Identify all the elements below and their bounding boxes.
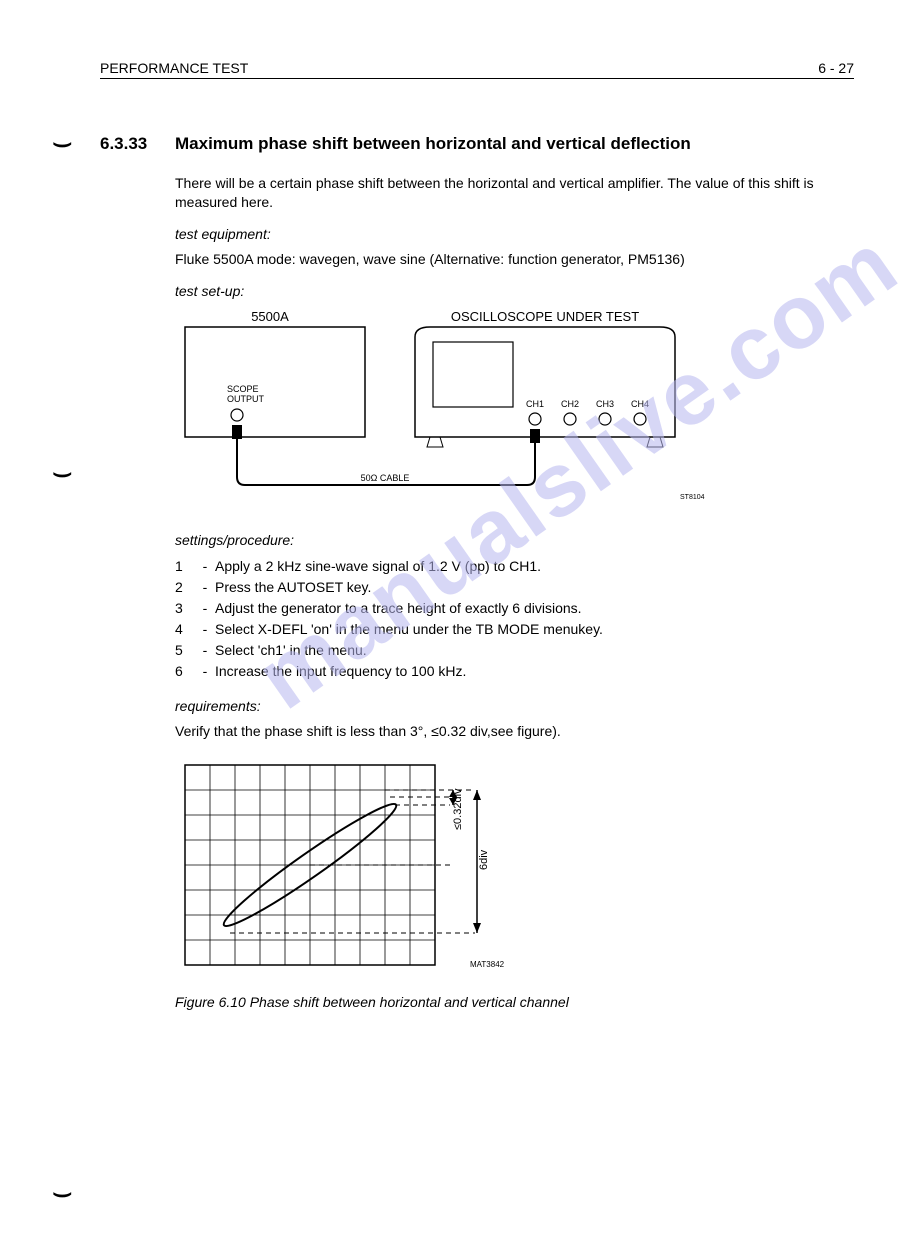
section-number: 6.3.33 [100, 134, 175, 154]
binding-mark-bottom: ⌣ [52, 1180, 72, 1206]
header-right: 6 - 27 [818, 60, 854, 76]
scope-screen [433, 342, 513, 407]
list-item: 3-Adjust the generator to a trace height… [175, 598, 854, 619]
header-left: PERFORMANCE TEST [100, 60, 248, 76]
figure-ref: MAT3842 [470, 960, 505, 969]
scope-output-l2: OUTPUT [227, 394, 265, 404]
page-header: PERFORMANCE TEST 6 - 27 [100, 60, 854, 79]
setup-diagram: 5500A OSCILLOSCOPE UNDER TEST SCOPE OUTP… [175, 307, 854, 512]
box-scope [415, 327, 675, 437]
dim-small-label: ≤0.32div [452, 788, 464, 830]
right-box-label: OSCILLOSCOPE UNDER TEST [451, 309, 639, 324]
list-item: 1-Apply a 2 kHz sine-wave signal of 1.2 … [175, 556, 854, 577]
test-equipment-heading: test equipment: [175, 226, 854, 242]
bnc-right [530, 429, 540, 443]
dim-big-label: 6div [478, 849, 490, 870]
scope-output-connector [231, 409, 243, 421]
left-box-label: 5500A [251, 309, 289, 324]
ch2-label: CH2 [561, 399, 579, 409]
list-item: 2-Press the AUTOSET key. [175, 577, 854, 598]
scope-foot-right [647, 437, 663, 447]
intro-paragraph: There will be a certain phase shift betw… [175, 174, 854, 212]
dim-big-arrow-down [473, 923, 481, 933]
dim-big-arrow-up [473, 790, 481, 800]
requirements-text: Verify that the phase shift is less than… [175, 722, 854, 741]
section-heading: 6.3.33 Maximum phase shift between horiz… [100, 134, 854, 154]
ch1-label: CH1 [526, 399, 544, 409]
ch1-connector [529, 413, 541, 425]
ch3-connector [599, 413, 611, 425]
requirements-heading: requirements: [175, 698, 854, 714]
binding-mark-mid: ⌣ [52, 460, 72, 486]
ch3-label: CH3 [596, 399, 614, 409]
ch4-connector [634, 413, 646, 425]
phase-figure: ≤0.32div 6div MAT3842 [175, 755, 854, 980]
test-setup-heading: test set-up: [175, 283, 854, 299]
procedure-list: 1-Apply a 2 kHz sine-wave signal of 1.2 … [175, 556, 854, 682]
figure-caption: Figure 6.10 Phase shift between horizont… [175, 994, 854, 1010]
ch2-connector [564, 413, 576, 425]
page: ⌣ ⌣ ⌣ manualslive.com PERFORMANCE TEST 6… [0, 0, 924, 1243]
cable-label: 50Ω CABLE [361, 473, 410, 483]
list-item: 4-Select X-DEFL 'on' in the menu under t… [175, 619, 854, 640]
ch4-label: CH4 [631, 399, 649, 409]
binding-mark-top: ⌣ [52, 130, 72, 156]
box-5500a [185, 327, 365, 437]
diagram-ref: ST8104 [680, 494, 705, 501]
list-item: 5-Select 'ch1' in the menu. [175, 640, 854, 661]
settings-procedure-heading: settings/procedure: [175, 532, 854, 548]
test-equipment-text: Fluke 5500A mode: wavegen, wave sine (Al… [175, 250, 854, 269]
section-title: Maximum phase shift between horizontal a… [175, 134, 691, 154]
scope-output-l1: SCOPE [227, 384, 259, 394]
scope-foot-left [427, 437, 443, 447]
bnc-left [232, 425, 242, 439]
list-item: 6-Increase the input frequency to 100 kH… [175, 661, 854, 682]
body: There will be a certain phase shift betw… [175, 174, 854, 1010]
